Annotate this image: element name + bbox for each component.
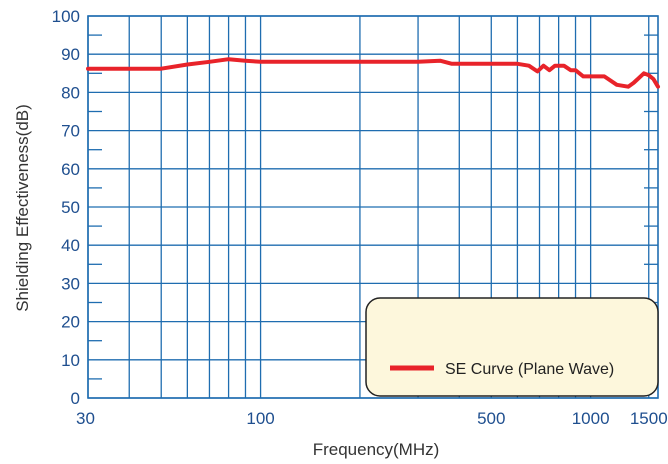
y-tick-label: 70 bbox=[61, 122, 80, 141]
y-axis-ticks: 0 10 20 30 40 50 60 70 80 90 100 bbox=[52, 7, 80, 408]
x-axis-ticks: 30 100 500 1000 1500 bbox=[76, 409, 668, 428]
y-tick-label: 30 bbox=[61, 274, 80, 293]
y-tick-label: 60 bbox=[61, 160, 80, 179]
series-line bbox=[86, 57, 660, 89]
y-tick-label: 50 bbox=[61, 198, 80, 217]
x-tick-label: 500 bbox=[477, 409, 505, 428]
series-layer bbox=[86, 57, 660, 89]
x-tick-label: 1500 bbox=[630, 409, 668, 428]
y-tick-label: 40 bbox=[61, 236, 80, 255]
y-tick-label: 80 bbox=[61, 83, 80, 102]
legend-label: SE Curve (Plane Wave) bbox=[445, 361, 614, 378]
y-tick-label: 90 bbox=[61, 45, 80, 64]
x-tick-label: 30 bbox=[76, 409, 95, 428]
legend-box bbox=[365, 297, 659, 397]
y-tick-label: 0 bbox=[71, 389, 80, 408]
y-tick-label: 100 bbox=[52, 7, 80, 26]
legend: SE Curve (Plane Wave) bbox=[365, 297, 659, 397]
x-tick-label: 100 bbox=[246, 409, 274, 428]
y-tick-label: 10 bbox=[61, 351, 80, 370]
x-tick-label: 1000 bbox=[572, 409, 610, 428]
x-axis-title: Frequency(MHz) bbox=[313, 440, 440, 459]
plot-frame bbox=[87, 15, 659, 399]
y-axis-title: Shielding Effectiveness(dB) bbox=[13, 104, 32, 312]
plot-border bbox=[87, 15, 659, 399]
y-tick-label: 20 bbox=[61, 313, 80, 332]
